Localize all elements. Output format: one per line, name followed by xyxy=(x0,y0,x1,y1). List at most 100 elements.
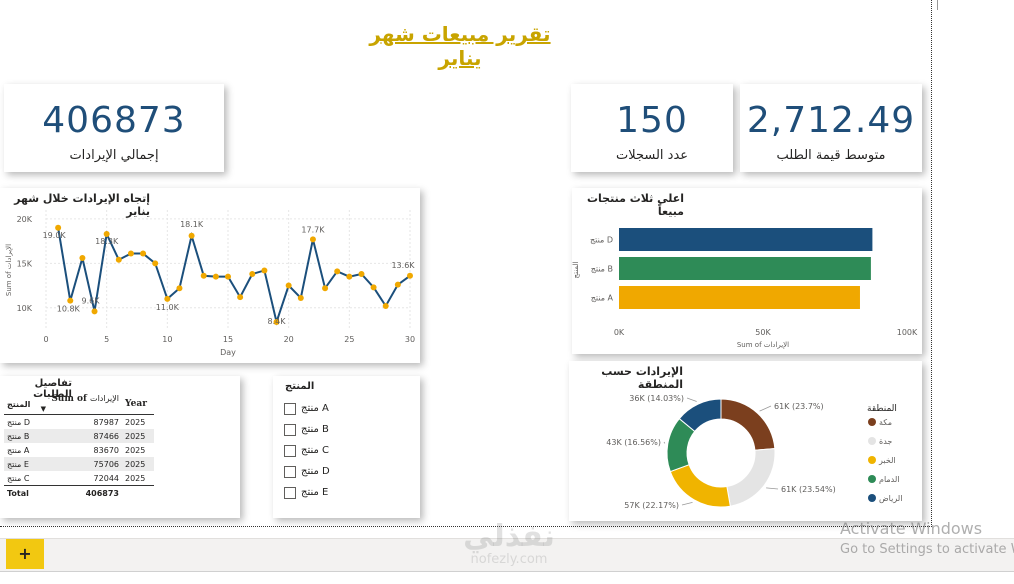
legend-item: الدمام xyxy=(879,475,900,484)
data-label: 10.8K xyxy=(57,305,81,314)
data-point xyxy=(67,297,74,304)
y-tick-label: 20K xyxy=(17,215,33,224)
legend-item: الرياض xyxy=(879,494,902,503)
cell-year: 2025 xyxy=(125,417,146,427)
cell-revenue: 75706 xyxy=(93,459,119,469)
legend-title: المنطقة xyxy=(867,404,897,414)
slicer-option-e[interactable]: منتج E xyxy=(284,482,330,503)
checkbox-icon[interactable] xyxy=(284,444,296,457)
x-tick-label: 0 xyxy=(43,335,48,344)
data-point xyxy=(394,281,401,288)
leader-line xyxy=(766,487,779,490)
cell-revenue: 87466 xyxy=(93,431,119,441)
data-point xyxy=(407,272,413,279)
donut-chart-title: الإيرادات حسب المنطقة xyxy=(601,365,683,391)
add-page-button[interactable]: + xyxy=(6,539,44,569)
col-header-year[interactable]: Year xyxy=(125,399,147,409)
kpi-records-value: 150 xyxy=(616,100,688,141)
details-table: المنتج Sum of الإيرادات ▼ Year منتج D 87… xyxy=(4,394,154,500)
y-axis-title: Sum of الإيرادات xyxy=(5,244,13,296)
cell-year: 2025 xyxy=(125,473,146,483)
right-vertical-line xyxy=(937,0,938,10)
legend-marker xyxy=(868,418,876,426)
slicer-option-a[interactable]: منتج A xyxy=(284,398,330,419)
kpi-records-label: عدد السجلات xyxy=(615,148,689,163)
bar xyxy=(619,286,860,309)
legend-item: جدة xyxy=(879,437,892,446)
kpi-avg-label: متوسط قيمة الطلب xyxy=(776,148,886,163)
bar xyxy=(619,257,871,280)
donut-chart-card[interactable]: الإيرادات حسب المنطقة 61K (23.7%) 61K (23… xyxy=(569,361,922,521)
sort-desc-icon[interactable]: ▼ xyxy=(40,405,47,413)
data-point xyxy=(249,271,256,277)
slicer-option-c[interactable]: منتج C xyxy=(284,440,330,461)
donut-slice xyxy=(678,398,722,433)
x-tick-label: 0K xyxy=(614,328,625,337)
bar-chart-card[interactable]: اعلى ثلاث منتجات مبيعاً منتج D منتج B منتج… xyxy=(572,188,922,354)
data-point xyxy=(285,282,292,289)
leader-line xyxy=(759,405,772,412)
checkbox-icon[interactable] xyxy=(284,423,296,436)
table-row[interactable]: منتج C 72044 2025 xyxy=(4,471,154,486)
data-point xyxy=(309,236,316,243)
data-point xyxy=(273,319,280,325)
details-table-card[interactable]: تفاصيل الطلبات المنتج Sum of الإيرادات ▼… xyxy=(0,376,240,518)
slice-label: 43K (16.56%) xyxy=(606,438,661,447)
data-point xyxy=(370,284,377,291)
data-point xyxy=(152,260,159,267)
line-chart-card[interactable]: إتجاه الإيرادات خلال شهر يناير 10K 15K 20K… xyxy=(0,188,420,363)
table-row[interactable]: منتج A 83670 2025 xyxy=(4,443,154,457)
cell-year: 2025 xyxy=(125,445,146,455)
checkbox-icon[interactable] xyxy=(284,465,296,478)
product-slicer[interactable]: المنتج منتج A منتج B منتج C منتج D منتج … xyxy=(273,376,420,518)
leader-line xyxy=(681,501,693,506)
data-label: 19.0K xyxy=(43,231,67,240)
x-tick-label: 100K xyxy=(897,328,918,337)
checkbox-icon[interactable] xyxy=(284,402,296,415)
y-axis-title: المنتج xyxy=(572,262,580,279)
cell-product: منتج C xyxy=(7,473,30,483)
legend-item: الخبر xyxy=(878,456,896,465)
data-point xyxy=(140,250,147,257)
col-header-sum-revenue[interactable]: Sum of الإيرادات ▼ xyxy=(38,394,122,415)
bar-chart-title: اعلى ثلاث منتجات مبيعاً xyxy=(586,192,684,218)
data-label: 11.0K xyxy=(156,303,180,312)
table-row[interactable]: منتج E 75706 2025 xyxy=(4,457,154,471)
col-header-product[interactable]: المنتج xyxy=(7,399,31,409)
slicer-option-d[interactable]: منتج D xyxy=(284,461,330,482)
donut-slice xyxy=(726,448,776,507)
data-point xyxy=(176,285,183,292)
cell-revenue: 87987 xyxy=(93,417,119,427)
y-tick-label: 15K xyxy=(17,259,33,268)
data-point xyxy=(237,294,244,301)
line-chart: 10K 15K 20K 0 5 10 15 20 25 30 Day Sum of الإيرادات… xyxy=(5,210,415,357)
category-label: منتج A xyxy=(591,294,614,303)
kpi-card-revenue[interactable]: 406873 إجمالي الإيرادات xyxy=(4,84,224,172)
kpi-card-records[interactable]: 150 عدد السجلات xyxy=(571,84,733,172)
leader-line xyxy=(663,441,666,444)
table-row[interactable]: منتج D 87987 2025 xyxy=(4,415,154,430)
donut-slice xyxy=(720,398,776,451)
data-label: 18.3K xyxy=(95,237,119,246)
data-point xyxy=(322,285,329,292)
cell-product: منتج A xyxy=(7,445,30,455)
kpi-card-avg[interactable]: 2,712.49 متوسط قيمة الطلب xyxy=(740,84,922,172)
slicer-option-b[interactable]: منتج B xyxy=(284,419,330,440)
category-label: منتج B xyxy=(591,265,613,274)
data-label: 17.7K xyxy=(301,225,325,234)
slice-label: 57K (22.17%) xyxy=(624,501,679,510)
x-tick-label: 15 xyxy=(223,335,233,344)
legend-marker xyxy=(868,475,876,483)
bottom-strip xyxy=(0,571,1014,584)
kpi-avg-value: 2,712.49 xyxy=(746,100,916,141)
watermark-logo: نفذلي nofezly.com xyxy=(463,519,555,568)
cell-revenue: 83670 xyxy=(93,445,119,455)
checkbox-icon[interactable] xyxy=(284,486,296,499)
table-row[interactable]: منتج B 87466 2025 xyxy=(4,429,154,443)
x-tick-label: 20 xyxy=(284,335,294,344)
x-tick-label: 10 xyxy=(162,335,172,344)
data-point xyxy=(297,295,304,301)
data-point xyxy=(91,308,98,315)
slice-label: 61K (23.54%) xyxy=(781,485,836,494)
data-point xyxy=(261,267,268,274)
